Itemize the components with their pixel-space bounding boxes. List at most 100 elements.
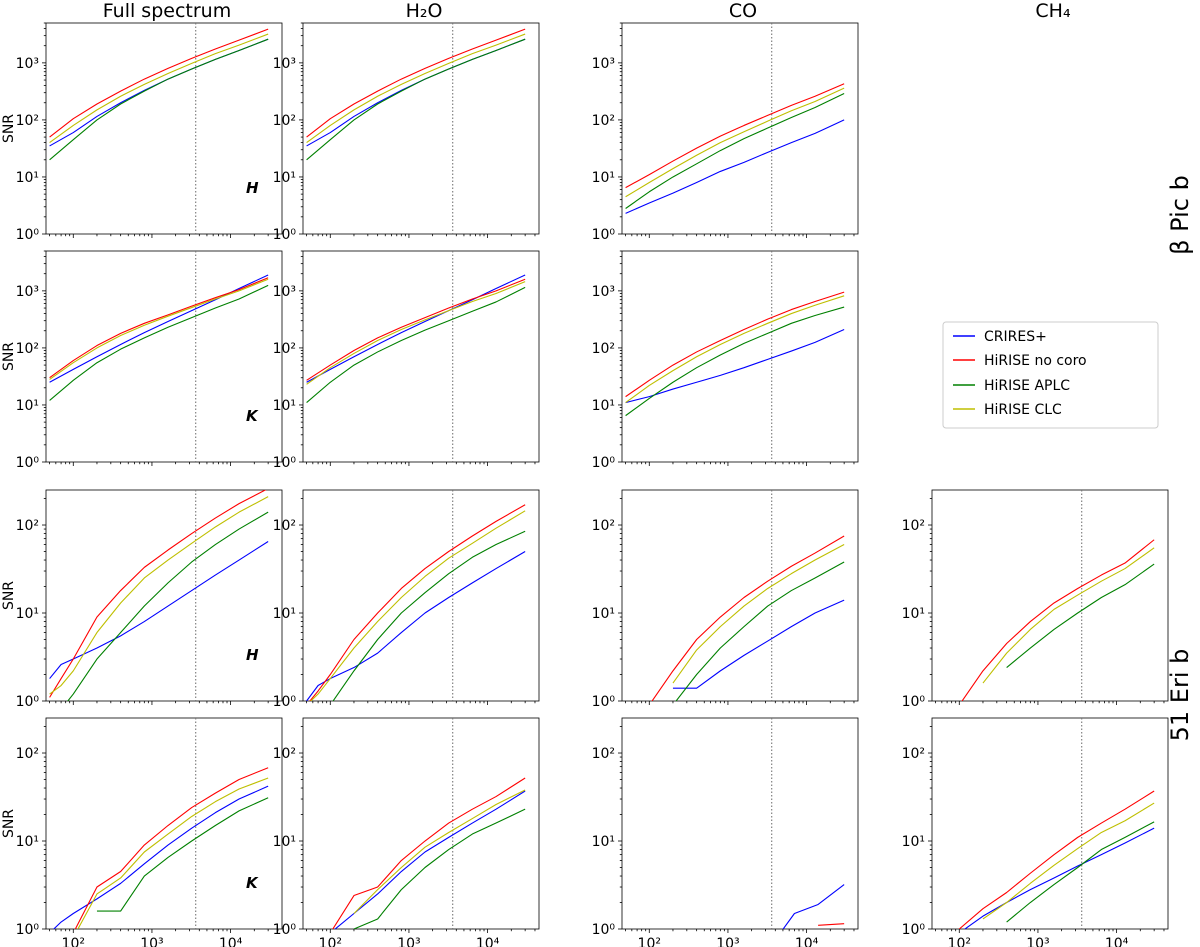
series-group — [961, 539, 1155, 701]
panel-frame — [302, 717, 540, 930]
legend-label-2: HiRISE APLC — [984, 378, 1070, 394]
series-line-hirise-aplc — [675, 561, 845, 701]
series-group — [625, 83, 845, 214]
series-line-hirise-clc — [49, 33, 269, 144]
y-tick-label: 10⁰ — [273, 227, 297, 243]
series-line-hirise-aplc — [625, 306, 845, 417]
y-axis-label: SNR — [1, 342, 17, 371]
col-title-3: CH₄ — [1035, 0, 1071, 22]
y-tick-label: 10² — [16, 113, 39, 129]
series-line-crires- — [306, 551, 526, 701]
legend-frame — [942, 321, 1159, 429]
y-tick-label: 10³ — [592, 284, 615, 300]
series-line-hirise-clc — [982, 547, 1155, 684]
y-tick-label: 10¹ — [902, 834, 925, 850]
y-tick-label: 10² — [16, 518, 39, 534]
series-line-hirise-aplc — [306, 38, 526, 161]
y-axis-label: SNR — [1, 114, 17, 143]
series-line-crires- — [306, 38, 526, 147]
x-tick-label: 10⁴ — [1105, 936, 1129, 947]
panel-2-0: 10⁰ 10¹ 10² SNR H — [1, 489, 283, 710]
y-tick-label: 10⁰ — [592, 455, 616, 471]
series-line-hirise-no-coro — [306, 278, 526, 381]
series-line-hirise-no-coro — [332, 777, 526, 929]
x-tick-label: 10³ — [716, 936, 739, 947]
series-line-hirise-no-coro — [818, 923, 845, 926]
series-line-crires- — [782, 884, 845, 929]
series-line-hirise-clc — [625, 87, 845, 198]
y-tick-label: 10² — [273, 113, 296, 129]
y-tick-label: 10² — [273, 518, 296, 534]
y-tick-label: 10² — [592, 341, 615, 357]
y-tick-label: 10¹ — [16, 606, 39, 622]
y-tick-label: 10¹ — [273, 606, 296, 622]
y-tick-label: 10⁰ — [592, 922, 616, 938]
panel-1-2: 10⁰ 10¹ 10² 10³ — [592, 250, 859, 471]
y-tick-label: 10¹ — [592, 170, 615, 186]
y-tick-label: 10¹ — [16, 834, 39, 850]
series-line-hirise-aplc — [96, 797, 269, 912]
y-tick-label: 10² — [273, 746, 296, 762]
x-tick-label: 10³ — [1026, 936, 1049, 947]
series-line-hirise-no-coro — [74, 767, 269, 929]
series-line-hirise-aplc — [332, 530, 526, 701]
x-tick-label: 10⁴ — [795, 936, 819, 947]
y-tick-label: 10⁰ — [273, 455, 297, 471]
panel-frame — [621, 22, 859, 235]
panel-2-1: 10⁰ 10¹ 10² — [273, 489, 540, 710]
x-tick-label: 10² — [948, 936, 971, 947]
y-tick-label: 10¹ — [273, 834, 296, 850]
x-tick-label: 10⁴ — [476, 936, 500, 947]
series-group — [651, 535, 845, 701]
series-line-hirise-no-coro — [961, 539, 1155, 701]
panel-frame — [45, 489, 283, 702]
panel-1-1: 10⁰ 10¹ 10² 10³ — [273, 250, 540, 471]
series-line-hirise-no-coro — [49, 28, 269, 138]
panel-frame — [931, 717, 1169, 930]
series-line-hirise-no-coro — [625, 83, 845, 189]
series-line-crires- — [53, 785, 269, 929]
panel-1-0: 10⁰ 10¹ 10² 10³ SNR K — [1, 250, 283, 471]
y-tick-label: 10² — [273, 341, 296, 357]
y-tick-label: 10² — [592, 113, 615, 129]
series-line-hirise-clc — [49, 278, 269, 380]
x-tick-label: 10² — [319, 936, 342, 947]
y-tick-label: 10⁰ — [592, 227, 616, 243]
series-line-crires- — [306, 274, 526, 383]
series-line-hirise-aplc — [67, 511, 269, 701]
panel-frame — [302, 250, 540, 463]
col-title-1: H₂O — [406, 0, 443, 22]
series-line-hirise-no-coro — [625, 291, 845, 398]
y-axis-label: SNR — [1, 809, 17, 838]
y-tick-label: 10³ — [273, 284, 296, 300]
y-tick-label: 10⁰ — [902, 922, 926, 938]
y-tick-label: 10⁰ — [16, 694, 40, 710]
legend-label-0: CRIRES+ — [984, 329, 1047, 345]
series-line-hirise-clc — [672, 544, 845, 684]
series-line-hirise-clc — [625, 295, 845, 404]
series-line-hirise-clc — [353, 789, 526, 914]
series-group — [782, 884, 845, 929]
panel-0-1: 10⁰ 10¹ 10² 10³ — [273, 22, 540, 243]
legend: CRIRES+ HiRISE no coro HiRISE APLC HiRIS… — [942, 321, 1159, 429]
panel-frame — [45, 22, 283, 235]
y-tick-label: 10¹ — [16, 170, 39, 186]
panel-3-1: 10²10³10⁴10⁰10¹10²Exposure time (s) — [273, 717, 540, 947]
y-tick-label: 10¹ — [273, 398, 296, 414]
panel-frame — [302, 489, 540, 702]
series-line-hirise-no-coro — [651, 535, 845, 701]
panel-frame — [931, 489, 1169, 702]
series-group — [49, 28, 269, 161]
panel-2-3: 10⁰ 10¹ 10² — [902, 489, 1169, 710]
series-group — [306, 504, 526, 701]
y-tick-label: 10² — [16, 746, 39, 762]
y-tick-label: 10¹ — [273, 170, 296, 186]
series-line-hirise-no-coro — [306, 28, 526, 138]
series-line-hirise-no-coro — [49, 490, 267, 698]
series-line-hirise-clc — [306, 33, 526, 144]
x-tick-label: 10² — [62, 936, 85, 947]
panel-0-2: 10⁰ 10¹ 10² 10³ — [592, 22, 859, 243]
y-tick-label: 10² — [592, 746, 615, 762]
series-line-crires- — [672, 599, 845, 689]
